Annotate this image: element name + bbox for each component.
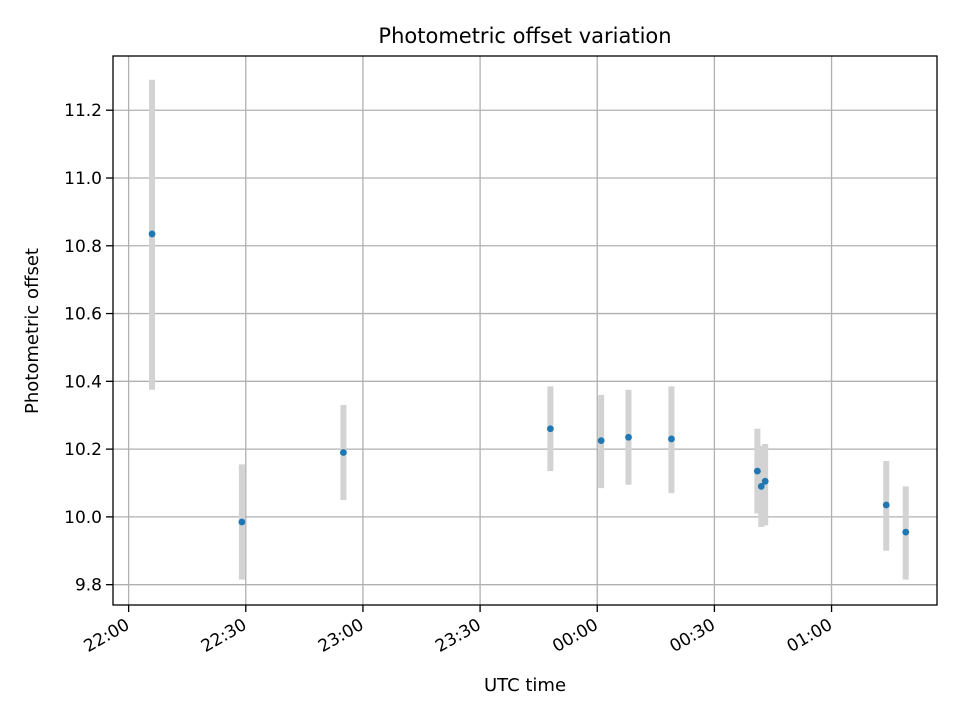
data-point — [902, 528, 910, 536]
data-point — [761, 477, 769, 485]
data-point — [882, 501, 890, 509]
plot-frame — [112, 55, 938, 606]
data-point — [757, 482, 765, 490]
data-point — [340, 449, 347, 456]
y-tick-label: 10.0 — [64, 508, 102, 528]
y-tick-label: 11.0 — [64, 169, 102, 189]
y-tick-label: 10.4 — [64, 372, 102, 392]
grid — [113, 56, 937, 605]
data-point — [753, 467, 761, 475]
data-points — [148, 230, 910, 536]
data-point — [625, 433, 632, 441]
y-axis-ticks: 9.8 10.0 10.2 10.4 10.6 10.8 11.0 11.2 — [64, 101, 113, 596]
y-tick-label: 10.6 — [64, 305, 102, 325]
data-point — [597, 437, 605, 445]
y-tick-label: 10.8 — [64, 237, 102, 257]
y-tick-label: 10.2 — [64, 440, 102, 460]
x-axis-title: UTC time — [484, 675, 566, 696]
chart-title: Photometric offset variation — [378, 24, 671, 48]
data-point — [238, 518, 246, 526]
data-point — [546, 425, 554, 433]
data-point — [148, 230, 156, 238]
y-tick-label: 9.8 — [75, 576, 102, 596]
data-point — [668, 435, 675, 443]
y-tick-label: 11.2 — [64, 101, 102, 121]
y-axis-title: Photometric offset — [22, 248, 43, 414]
